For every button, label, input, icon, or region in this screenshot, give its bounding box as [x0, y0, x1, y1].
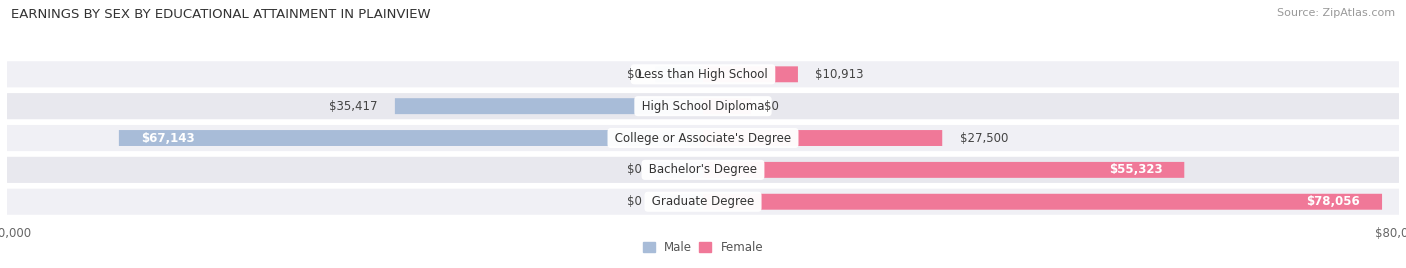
Text: $0: $0: [763, 100, 779, 113]
Text: $35,417: $35,417: [329, 100, 377, 113]
FancyBboxPatch shape: [703, 130, 942, 146]
Text: High School Diploma: High School Diploma: [638, 100, 768, 113]
Text: Graduate Degree: Graduate Degree: [648, 195, 758, 208]
Text: $78,056: $78,056: [1306, 195, 1361, 208]
Text: $10,913: $10,913: [815, 68, 863, 81]
Legend: Male, Female: Male, Female: [643, 241, 763, 254]
FancyBboxPatch shape: [7, 93, 1399, 119]
FancyBboxPatch shape: [7, 157, 1399, 183]
FancyBboxPatch shape: [703, 194, 1382, 210]
Text: Bachelor's Degree: Bachelor's Degree: [645, 163, 761, 176]
Text: $0: $0: [627, 68, 643, 81]
FancyBboxPatch shape: [7, 61, 1399, 87]
Text: Source: ZipAtlas.com: Source: ZipAtlas.com: [1277, 8, 1395, 18]
Text: $27,500: $27,500: [960, 132, 1008, 144]
FancyBboxPatch shape: [703, 66, 799, 82]
Text: $67,143: $67,143: [141, 132, 194, 144]
Text: Less than High School: Less than High School: [634, 68, 772, 81]
Text: $0: $0: [627, 163, 643, 176]
FancyBboxPatch shape: [655, 66, 703, 82]
Text: $55,323: $55,323: [1109, 163, 1163, 176]
Text: $0: $0: [627, 195, 643, 208]
FancyBboxPatch shape: [7, 125, 1399, 151]
FancyBboxPatch shape: [703, 162, 1184, 178]
FancyBboxPatch shape: [120, 130, 703, 146]
FancyBboxPatch shape: [655, 162, 703, 178]
FancyBboxPatch shape: [395, 98, 703, 114]
Text: EARNINGS BY SEX BY EDUCATIONAL ATTAINMENT IN PLAINVIEW: EARNINGS BY SEX BY EDUCATIONAL ATTAINMEN…: [11, 8, 430, 21]
FancyBboxPatch shape: [655, 194, 703, 210]
FancyBboxPatch shape: [7, 189, 1399, 215]
FancyBboxPatch shape: [703, 98, 751, 114]
Text: College or Associate's Degree: College or Associate's Degree: [612, 132, 794, 144]
